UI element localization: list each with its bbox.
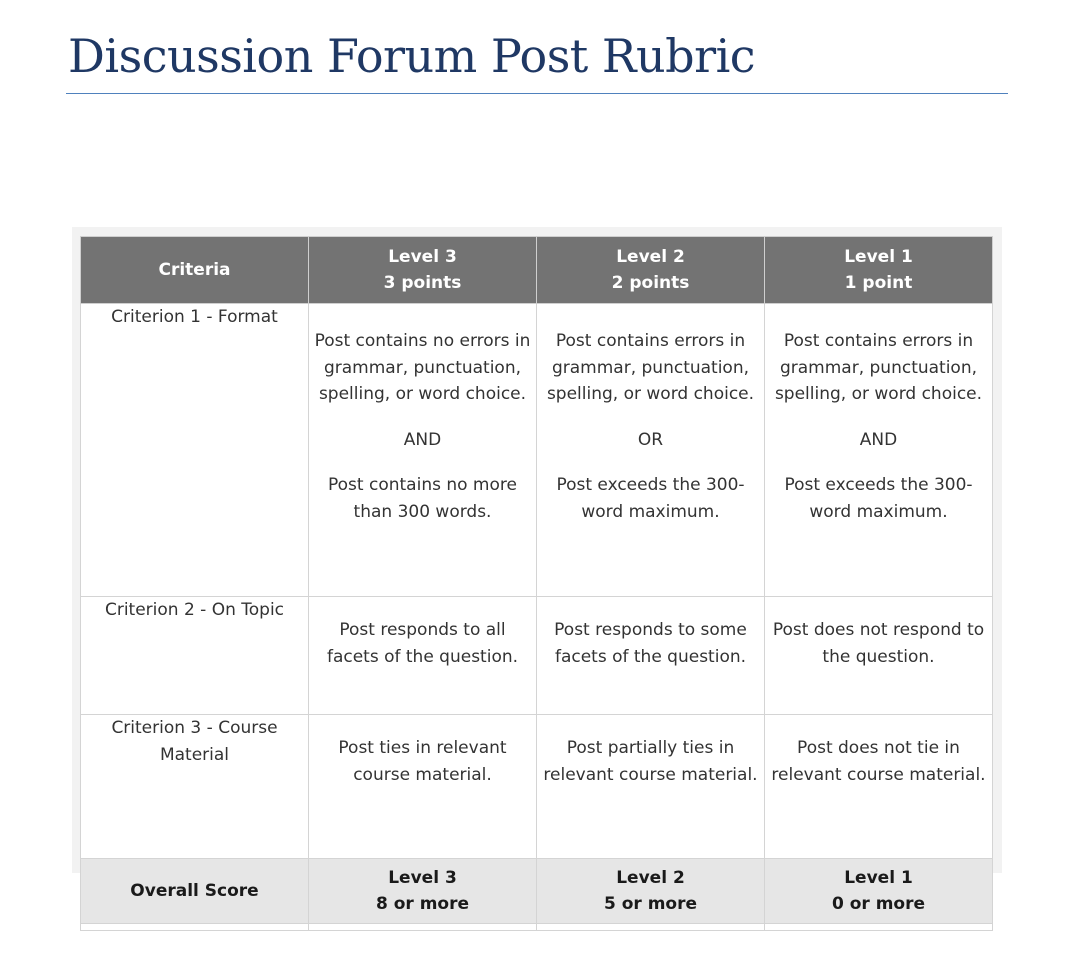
overall-score-label: Overall Score (80, 858, 309, 924)
cell-connector: AND (859, 429, 898, 450)
cell-connector: AND (403, 429, 442, 450)
header-row: Criteria Level 3 3 points Level 2 2 poin… (80, 236, 993, 304)
cell-text: Post contains errors in grammar, punctua… (774, 331, 983, 404)
table-row: Criterion 2 - On Topic Post responds to … (80, 596, 993, 715)
rubric-cell: Post contains no errors in grammar, punc… (308, 303, 537, 597)
rubric-cell: Post responds to all facets of the quest… (308, 596, 537, 715)
header-level-points: 2 points (611, 273, 690, 293)
header-level-name: Level 1 (844, 247, 913, 267)
rubric-cell: Post contains errors in grammar, punctua… (764, 303, 993, 597)
overall-score-row: Overall Score Level 3 8 or more Level 2 … (80, 858, 993, 924)
rubric-table: Criteria Level 3 3 points Level 2 2 poin… (80, 236, 993, 931)
document-title: Discussion Forum Post Rubric (68, 29, 756, 83)
overall-level-2: Level 2 5 or more (536, 858, 765, 924)
header-level-points: 3 points (383, 273, 462, 293)
rubric-cell: Post contains errors in grammar, punctua… (536, 303, 765, 597)
overall-level-score: 5 or more (603, 894, 698, 914)
header-level-1: Level 1 1 point (764, 236, 993, 304)
header-level-name: Level 3 (388, 247, 457, 267)
header-level-2: Level 2 2 points (536, 236, 765, 304)
overall-level-1: Level 1 0 or more (764, 858, 993, 924)
overall-level-3: Level 3 8 or more (308, 858, 537, 924)
overall-level-name: Level 1 (844, 868, 913, 888)
header-level-name: Level 2 (616, 247, 685, 267)
overall-level-name: Level 3 (388, 868, 457, 888)
cell-connector: OR (637, 429, 664, 450)
rubric-cell: Post does not respond to the question. (764, 596, 993, 715)
table-row: Criterion 3 - Course Material Post ties … (80, 714, 993, 859)
cell-text: Post contains errors in grammar, punctua… (546, 331, 755, 404)
rubric-cell: Post partially ties in relevant course m… (536, 714, 765, 859)
overall-level-score: 8 or more (375, 894, 470, 914)
cell-text: Post contains no more than 300 words. (328, 475, 517, 522)
table-footer-row (80, 923, 993, 931)
table-row: Criterion 1 - Format Post contains no er… (80, 303, 993, 597)
rubric-cell: Post ties in relevant course material. (308, 714, 537, 859)
cell-text: Post exceeds the 300-word maximum. (784, 475, 973, 522)
title-underline (66, 93, 1008, 94)
overall-level-score: 0 or more (831, 894, 926, 914)
header-criteria: Criteria (80, 236, 309, 304)
overall-level-name: Level 2 (616, 868, 685, 888)
rubric-cell: Post does not tie in relevant course mat… (764, 714, 993, 859)
criterion-label: Criterion 3 - Course Material (80, 714, 309, 859)
header-level-3: Level 3 3 points (308, 236, 537, 304)
criterion-label: Criterion 2 - On Topic (80, 596, 309, 715)
rubric-cell: Post responds to some facets of the ques… (536, 596, 765, 715)
criterion-label: Criterion 1 - Format (80, 303, 309, 597)
header-level-points: 1 point (844, 273, 913, 293)
cell-text: Post contains no errors in grammar, punc… (314, 331, 531, 404)
cell-text: Post exceeds the 300-word maximum. (556, 475, 745, 522)
